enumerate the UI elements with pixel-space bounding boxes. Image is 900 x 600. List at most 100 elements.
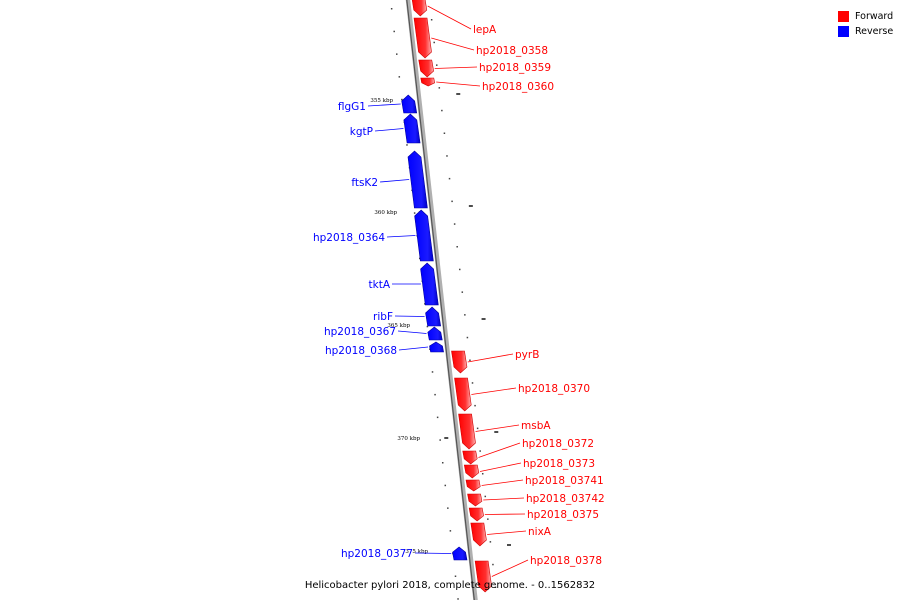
genome-backbone [405, 0, 478, 600]
leader-line-pyrb [467, 353, 514, 363]
gene-label-ftsk2: ftsK2 [351, 177, 378, 189]
minor-tick [469, 359, 471, 361]
gene-label-hp2018-0359: hp2018_0359 [479, 62, 551, 74]
minor-tick [446, 155, 448, 157]
gene-label-hp2018-0378: hp2018_0378 [530, 555, 602, 567]
leader-line-hp2018-0375 [484, 513, 526, 515]
minor-tick [430, 19, 433, 21]
minor-tick [438, 87, 441, 89]
reverse-swatch [838, 26, 849, 37]
minor-tick [448, 177, 451, 180]
gene-label-hp2018-0372: hp2018_0372 [522, 438, 594, 450]
gene-features [401, 0, 492, 593]
genome-caption: Helicobacter pylori 2018, complete genom… [305, 580, 595, 591]
leader-line-flgg1 [367, 103, 401, 107]
minor-tick [426, 325, 429, 328]
backbone-line [405, 0, 478, 600]
gene-label-hp2018-0367: hp2018_0367 [324, 326, 396, 338]
minor-tick [393, 30, 395, 33]
leader-line-hp2018-0372 [478, 442, 521, 458]
gene-label-hp2018-0373: hp2018_0373 [523, 458, 595, 470]
tick-label: 375 kbp [405, 549, 428, 555]
minor-tick [454, 575, 457, 577]
minor-tick [398, 76, 401, 78]
gene-arrow-hp2018-03741 [465, 479, 481, 492]
gene-arrow-hp2018-0373 [463, 464, 480, 479]
minor-tick [458, 268, 461, 271]
gene-label-hp2018-0360: hp2018_0360 [482, 81, 554, 93]
leader-line-kgtp [374, 128, 404, 132]
gene-arrow-hp2018-03742 [467, 493, 483, 507]
minor-tick [436, 64, 438, 66]
gene-arrow-hp2018-0375 [468, 507, 484, 522]
minor-tick [474, 404, 476, 407]
tick-label: 365 kbp [387, 323, 410, 329]
gene-arrow-hp2018-0358 [413, 17, 432, 59]
minor-tick [433, 41, 435, 44]
minor-tick [466, 336, 469, 339]
gene-label-pyrb: pyrB [515, 349, 539, 361]
minor-tick [413, 212, 416, 214]
tick-label: 360 kbp [374, 210, 397, 216]
gene-arrow-msba [458, 413, 476, 450]
gene-arrow-hp2018-0367 [427, 326, 443, 341]
backbone-edge [406, 0, 475, 600]
minor-tick [439, 439, 441, 441]
minor-tick [431, 371, 434, 373]
minor-tick [464, 314, 466, 316]
gene-labels: lepA hp2018_0358 hp2018_0359 hp2018_0360flg… [313, 24, 605, 567]
gene-arrow-hp2018-0378 [474, 560, 492, 593]
minor-tick [444, 484, 447, 487]
gene-arrow-flgg1 [401, 94, 418, 114]
leader-line-hp2018-03742 [483, 497, 525, 501]
gene-arrow-hp2018-0370 [454, 377, 472, 412]
minor-tick [494, 586, 497, 588]
leader-line-hp2018-0359 [434, 66, 478, 69]
minor-tick [447, 507, 449, 509]
gene-arrow-lepa [411, 0, 428, 17]
minor-tick [453, 223, 456, 225]
gene-label-hp2018-0370: hp2018_0370 [518, 383, 590, 395]
minor-tick [406, 144, 408, 146]
legend-label-reverse: Reverse [855, 26, 894, 37]
legend-item-forward: Forward [838, 9, 893, 24]
strand-legend: Forward Reverse [838, 9, 893, 39]
leader-line-hp2018-0367 [397, 330, 427, 334]
legend-item-reverse: Reverse [838, 24, 893, 39]
gene-label-kgtp: kgtP [350, 126, 373, 138]
label-leader-lines [367, 5, 529, 577]
minor-tick [457, 598, 459, 600]
minor-tick [479, 450, 481, 452]
gene-label-lepa: lepA [473, 24, 497, 36]
minor-tick [456, 246, 458, 248]
gene-arrow-hp2018-0377 [452, 546, 468, 561]
gene-label-flgg1: flgG1 [338, 101, 366, 113]
gene-arrow-hp2018-0359 [418, 59, 434, 78]
leader-line-lepa [427, 5, 472, 30]
legend-label-forward: Forward [855, 11, 894, 22]
gene-arrow-ribf [425, 306, 442, 327]
leader-line-hp2018-0360 [436, 81, 481, 87]
gene-arrow-nixa [470, 522, 487, 547]
minor-tick [489, 541, 492, 543]
minor-tick [441, 462, 444, 464]
gene-arrow-pyrb [451, 350, 468, 374]
gene-arrow-hp2018-0372 [462, 450, 478, 465]
gene-label-nixa: nixA [528, 526, 552, 538]
leader-line-ftsk2 [379, 179, 410, 183]
minor-tick [492, 563, 494, 566]
minor-tick [476, 427, 479, 430]
gene-arrow-tkta [420, 262, 439, 306]
gene-label-hp2018-0368: hp2018_0368 [325, 345, 397, 357]
gene-label-hp2018-0364: hp2018_0364 [313, 232, 385, 244]
leader-line-hp2018-0378 [491, 559, 529, 577]
leader-line-hp2018-0377 [414, 552, 452, 554]
minor-tick [487, 518, 489, 520]
minor-tick [401, 98, 403, 101]
leader-line-hp2018-0364 [386, 235, 416, 238]
minor-tick [451, 200, 453, 203]
leader-line-hp2018-0373 [479, 462, 522, 472]
leader-line-hp2018-0370 [471, 387, 517, 395]
gene-label-hp2018-03741: hp2018_03741 [525, 475, 604, 487]
